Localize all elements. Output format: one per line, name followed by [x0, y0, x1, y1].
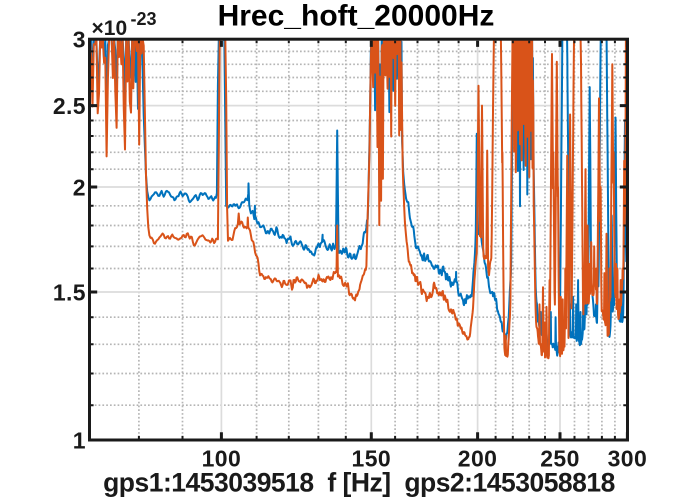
svg-text:-23: -23 — [131, 9, 157, 29]
svg-text:2.5: 2.5 — [53, 93, 86, 119]
svg-text:1.5: 1.5 — [53, 280, 86, 306]
svg-text:2: 2 — [73, 175, 86, 201]
svg-text:3: 3 — [73, 27, 86, 53]
svg-text:250: 250 — [540, 446, 580, 472]
svg-text:gps1:1453039518 f [Hz] gps2:: gps1:1453039518 f [Hz] gps2:1453058818 — [103, 468, 615, 498]
svg-text:Hrec_hoft_20000Hz: Hrec_hoft_20000Hz — [218, 0, 495, 33]
svg-text:200: 200 — [458, 446, 498, 472]
svg-text:100: 100 — [202, 446, 242, 472]
svg-text:150: 150 — [352, 446, 392, 472]
svg-text:×10: ×10 — [92, 17, 128, 40]
svg-text:1: 1 — [73, 428, 86, 454]
svg-text:300: 300 — [608, 446, 648, 472]
